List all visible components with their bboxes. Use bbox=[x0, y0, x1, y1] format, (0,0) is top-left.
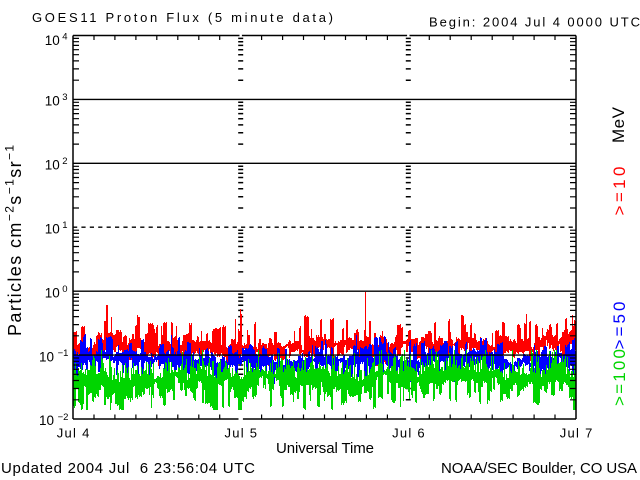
svg-text:−1: −1 bbox=[58, 348, 69, 359]
svg-text:−2: −2 bbox=[58, 412, 69, 423]
svg-text:10: 10 bbox=[45, 285, 60, 300]
svg-text:MeV: MeV bbox=[609, 106, 628, 143]
svg-text:Jul 7: Jul 7 bbox=[560, 426, 593, 441]
svg-text:2: 2 bbox=[62, 156, 67, 167]
svg-text:4: 4 bbox=[62, 32, 67, 43]
svg-text:Jul 4: Jul 4 bbox=[57, 426, 90, 441]
svg-text:10: 10 bbox=[45, 158, 60, 173]
svg-text:NOAA/SEC Boulder, CO USA: NOAA/SEC Boulder, CO USA bbox=[441, 460, 637, 477]
svg-text:>=100: >=100 bbox=[610, 349, 629, 406]
svg-text:0: 0 bbox=[62, 284, 67, 295]
svg-text:10: 10 bbox=[39, 413, 54, 428]
svg-text:10: 10 bbox=[45, 221, 60, 236]
svg-text:10: 10 bbox=[45, 33, 60, 48]
svg-text:Universal Time: Universal Time bbox=[276, 440, 374, 457]
svg-text:3: 3 bbox=[62, 92, 67, 103]
svg-text:Jul 6: Jul 6 bbox=[392, 426, 425, 441]
svg-text:10: 10 bbox=[45, 94, 60, 109]
svg-text:10: 10 bbox=[39, 349, 54, 364]
svg-text:GOES11 Proton Flux (5 minute d: GOES11 Proton Flux (5 minute data) bbox=[32, 10, 333, 25]
svg-text:Particles cm−2s−1sr−1: Particles cm−2s−1sr−1 bbox=[3, 144, 26, 336]
svg-text:1: 1 bbox=[62, 220, 67, 231]
svg-text:Updated 2004 Jul 6 23:56:04 U: Updated 2004 Jul 6 23:56:04 UTC bbox=[1, 460, 255, 477]
svg-text:Jul 5: Jul 5 bbox=[225, 426, 258, 441]
